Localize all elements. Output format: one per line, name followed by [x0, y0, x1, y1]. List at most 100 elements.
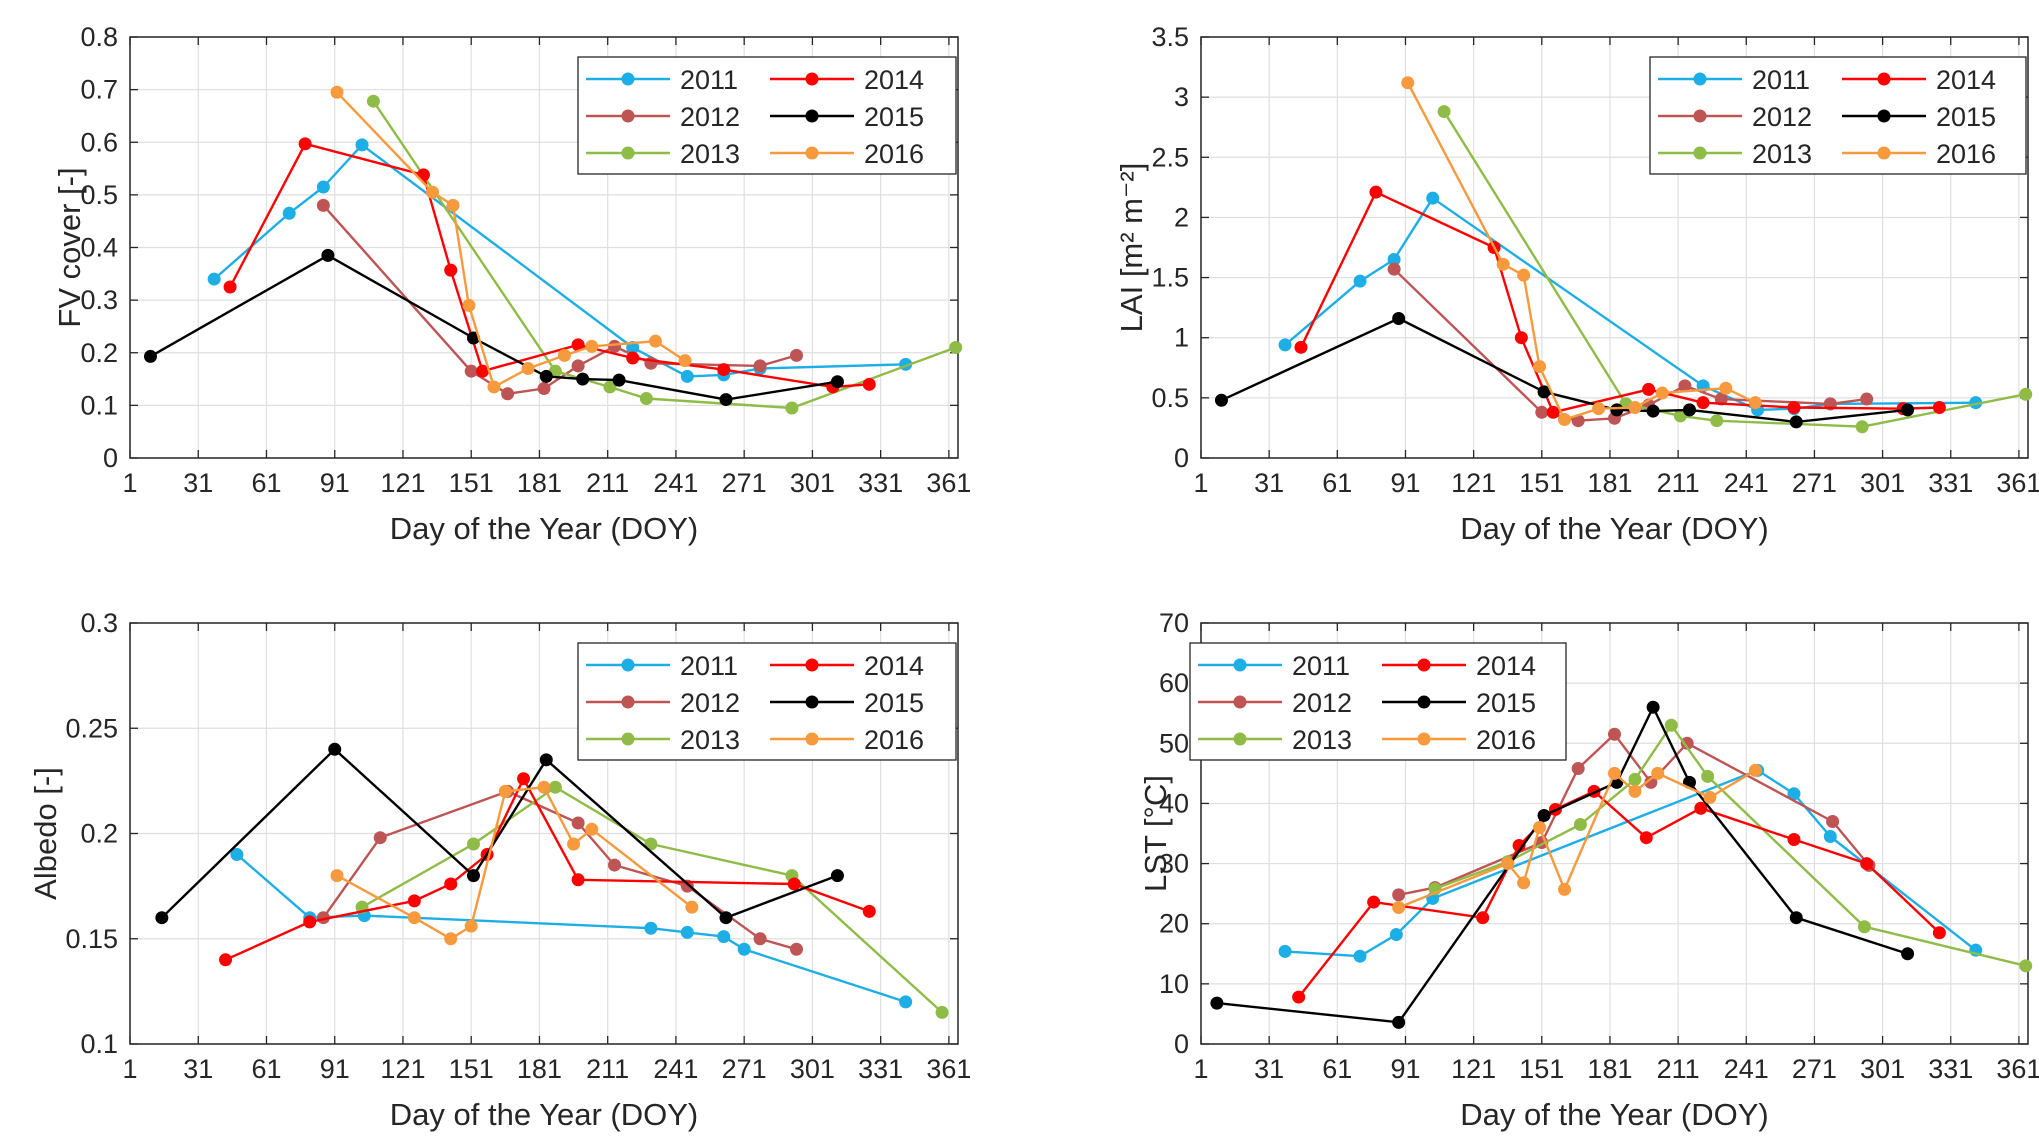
tick-labels: 1 31 61 91 121 151 181 211 241 271 301 331 361 0 0.5 1 1…: [1151, 22, 2039, 498]
x-tick-label: 301: [1860, 1054, 1905, 1084]
tick-labels: 1 31 61 91 121 151 181 211 241 271 301 331 361 0 0.1 0.…: [80, 22, 971, 498]
legend-marker-2011: [1693, 72, 1707, 86]
x-tick-label: 211: [586, 468, 629, 498]
series-line-2016: [1406, 82, 1756, 421]
data-point-2015: [1901, 947, 1915, 961]
data-point-2012: [571, 816, 585, 830]
legend-label-2014: 2014: [864, 651, 924, 681]
y-axis-label: Albedo [-]: [28, 767, 63, 900]
y-tick-label: 20: [1159, 909, 1189, 939]
data-point-2011: [230, 848, 244, 862]
y-tick-label: 0: [1174, 443, 1189, 473]
data-point-2012: [1387, 262, 1401, 276]
y-tick-label: 2.5: [1151, 142, 1189, 172]
x-axis-label: Day of the Year (DOY): [1460, 1097, 1768, 1132]
data-point-2014: [1787, 833, 1801, 847]
legend-marker-2016: [805, 732, 819, 746]
data-point-2014: [517, 772, 531, 786]
data-point-2014: [571, 873, 585, 887]
data-point-2013: [466, 837, 480, 851]
data-point-2011: [1823, 830, 1837, 844]
data-point-2016: [1533, 360, 1547, 374]
data-point-2016: [1748, 396, 1762, 410]
x-tick-label: 301: [790, 468, 835, 498]
x-tick-label: 271: [722, 1054, 767, 1084]
data-point-2015: [539, 753, 553, 767]
legend-label-2011: 2011: [1292, 651, 1350, 681]
legend-marker-2013: [1233, 732, 1247, 746]
legend-label-2013: 2013: [1752, 139, 1812, 169]
x-tick-label: 151: [449, 1054, 494, 1084]
legend-marker-2011: [621, 72, 635, 86]
data-point-2012: [1860, 392, 1874, 406]
data-point-2016: [464, 919, 478, 933]
legend-label-2016: 2016: [864, 725, 924, 755]
data-point-2014: [1546, 405, 1560, 419]
data-point-2013: [949, 340, 963, 354]
data-point-2014: [1294, 340, 1308, 354]
data-point-2014: [862, 377, 876, 391]
data-point-2016: [498, 784, 512, 798]
x-tick-label: 331: [1928, 1054, 1973, 1084]
y-tick-label: 50: [1159, 728, 1189, 758]
x-tick-label: 211: [1657, 1054, 1700, 1084]
data-point-2016: [426, 185, 440, 199]
data-point-2016: [1392, 900, 1406, 914]
x-axis-label: Day of the Year (DOY): [390, 1097, 698, 1132]
tick-labels: 1 31 61 91 121 151 181 211 241 271 301 331 361 0 10 20 3…: [1159, 608, 2039, 1084]
data-point-2014: [407, 894, 421, 908]
chart-lai: 1 31 61 91 121 151 181 211 241 271 301 331 361 0 0.5 1 1…: [1114, 22, 2039, 546]
x-tick-label: 91: [320, 468, 350, 498]
data-point-2015: [719, 911, 733, 925]
y-tick-label: 2: [1174, 202, 1189, 232]
data-point-2014: [223, 280, 237, 294]
data-point-2016: [685, 900, 699, 914]
data-point-2011: [680, 369, 694, 383]
series-line-2016: [1398, 769, 1757, 909]
axes-box: [1200, 36, 2029, 459]
data-point-2016: [1628, 400, 1642, 414]
data-point-2014: [862, 904, 876, 918]
legend-label-2011: 2011: [680, 65, 738, 95]
y-tick-label: 0.3: [80, 608, 118, 638]
data-point-2011: [1353, 274, 1367, 288]
data-point-2014: [1367, 895, 1381, 909]
data-point-2016: [537, 780, 551, 794]
legend-marker-2011: [621, 658, 635, 672]
data-point-2015: [1682, 403, 1696, 417]
legend-marker-2012: [621, 109, 635, 123]
y-tick-label: 3: [1174, 82, 1189, 112]
legend-label-2013: 2013: [1292, 725, 1352, 755]
x-tick-label: 31: [1254, 1054, 1284, 1084]
y-tick-label: 1: [1174, 323, 1189, 353]
data-point-2011: [1353, 949, 1367, 963]
y-tick-label: 0.5: [80, 180, 118, 210]
x-tick-label: 271: [1792, 1054, 1837, 1084]
data-point-2013: [603, 380, 617, 394]
data-point-2016: [1533, 820, 1547, 834]
data-point-2014: [1696, 396, 1710, 410]
legend-label-2014: 2014: [1936, 65, 1996, 95]
y-tick-label: 30: [1159, 849, 1189, 879]
series-group: [155, 742, 949, 1019]
y-tick-label: 0.25: [65, 713, 118, 743]
x-tick-label: 271: [1792, 468, 1837, 498]
y-tick-label: 40: [1159, 788, 1189, 818]
legend: 2011 2014 2012 2015 2013 2016: [1649, 56, 2027, 175]
x-tick-label: 361: [926, 468, 971, 498]
x-tick-label: 1: [1193, 1054, 1208, 1084]
series-line-2015: [149, 254, 838, 401]
data-point-2012: [753, 932, 767, 946]
y-tick-label: 60: [1159, 668, 1189, 698]
data-point-2015: [1646, 404, 1660, 418]
data-point-2013: [1437, 105, 1451, 119]
data-point-2013: [1573, 817, 1587, 831]
data-point-2011: [355, 138, 369, 152]
legend-marker-2014: [805, 72, 819, 86]
data-point-2015: [830, 375, 844, 389]
legend-marker-2014: [805, 658, 819, 672]
legend-label-2011: 2011: [1752, 65, 1810, 95]
data-point-2016: [1501, 857, 1515, 871]
legend: 2011 2014 2012 2015 2013 2016: [1189, 642, 1567, 761]
